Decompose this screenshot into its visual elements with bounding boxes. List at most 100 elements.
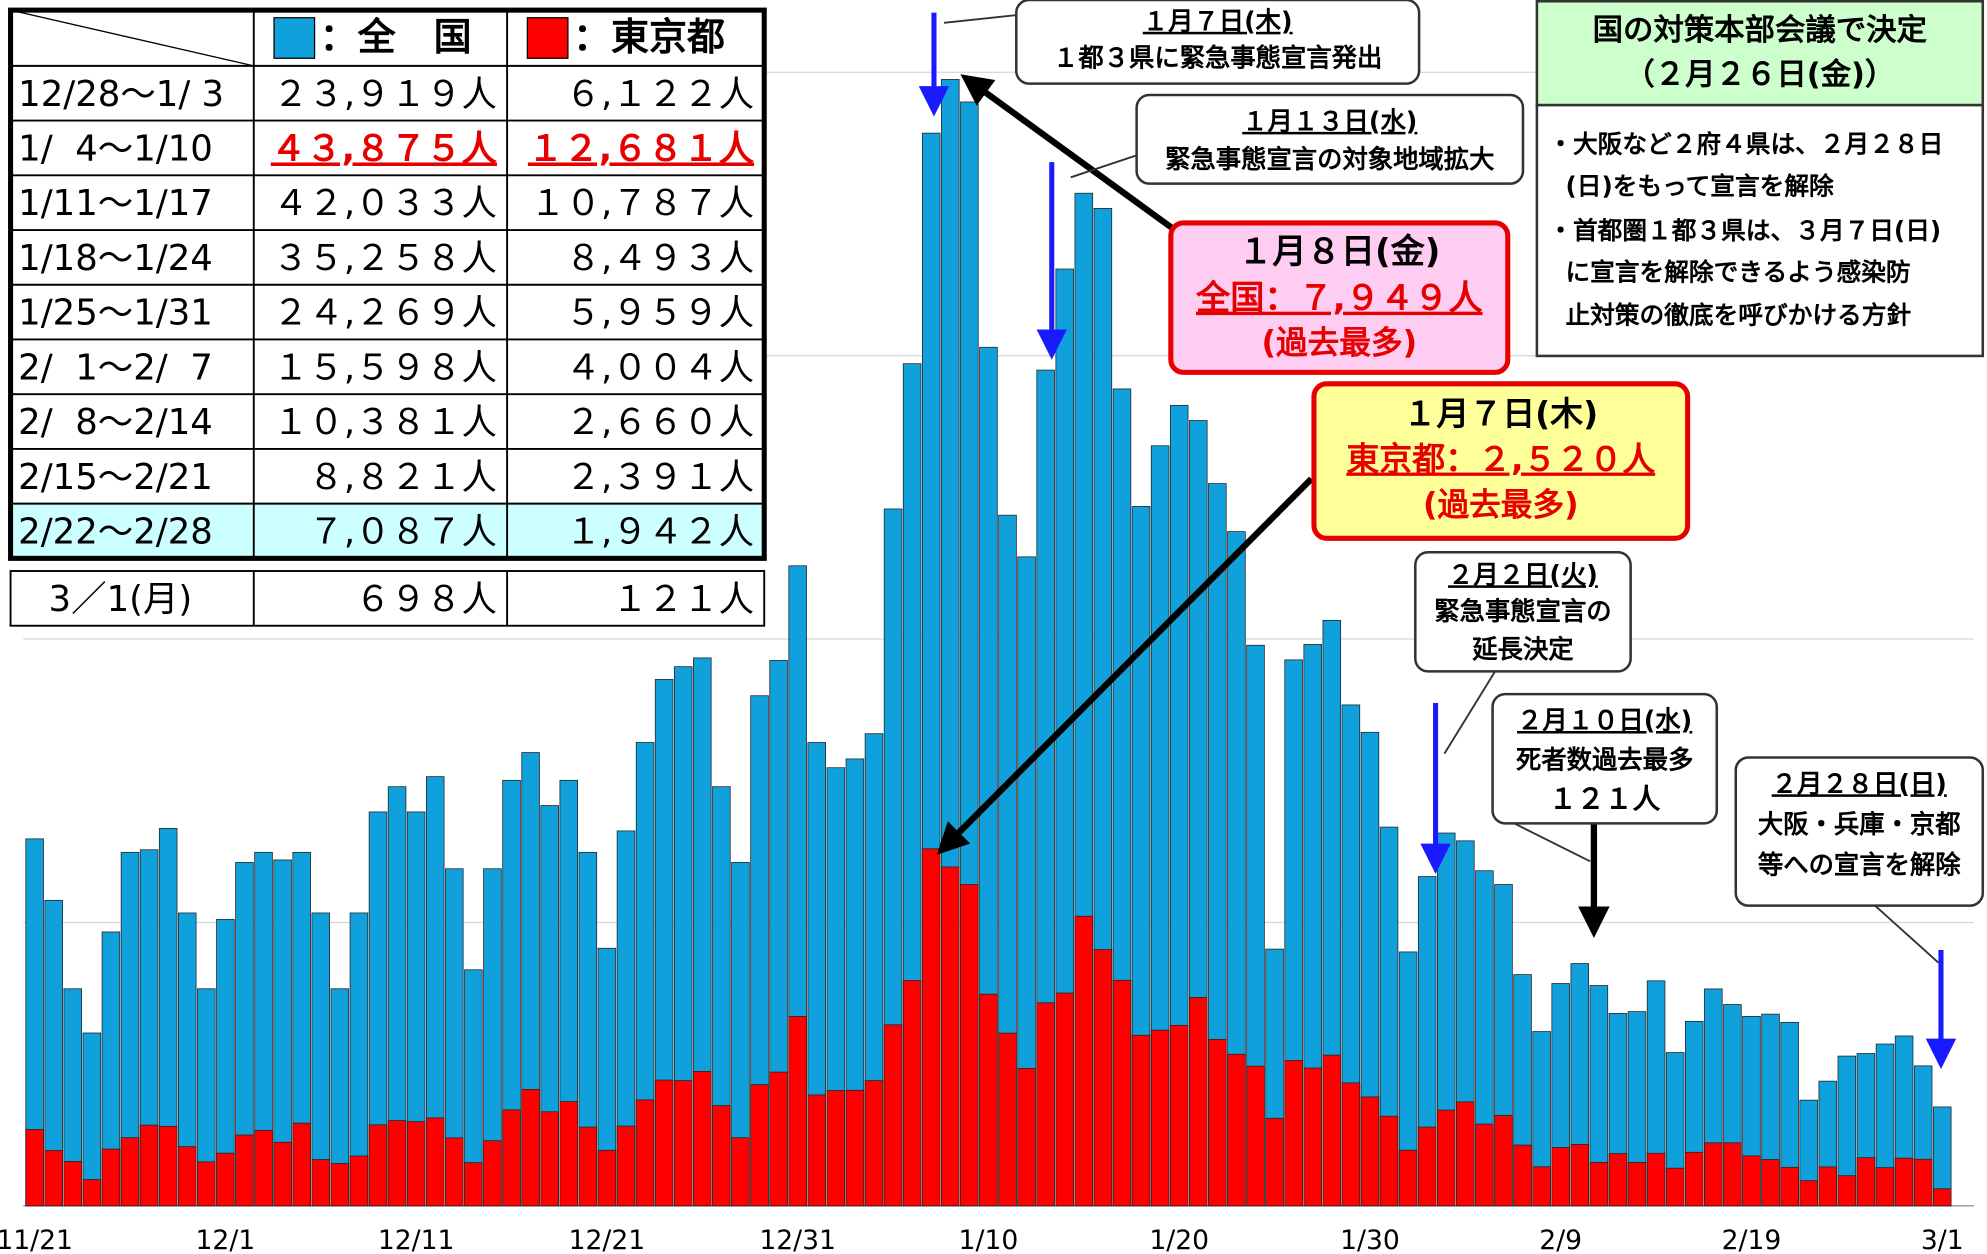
bar <box>941 866 960 1207</box>
bar <box>1017 1068 1036 1207</box>
bar <box>292 1122 311 1207</box>
bar <box>902 980 922 1207</box>
bar <box>82 1179 102 1207</box>
table-cell: 3／1(月) <box>49 579 193 620</box>
bar <box>1684 1151 1704 1207</box>
callout-box <box>1311 381 1691 541</box>
bar <box>25 1129 44 1207</box>
annotation-text: 緊急事態宣言の対象地域拡大 <box>1165 144 1495 174</box>
callout-box <box>1734 756 1985 907</box>
bar <box>1227 1053 1246 1207</box>
table-cell: １２,６８１人 <box>528 128 755 169</box>
table-cell: ８,８２１人 <box>308 457 497 498</box>
bar <box>445 1137 464 1207</box>
bar <box>464 1162 483 1207</box>
bar <box>1417 1126 1437 1207</box>
bar <box>387 1120 407 1207</box>
bar <box>1913 1158 1933 1207</box>
x-tick-label: 1/10 <box>959 1225 1019 1254</box>
table-cell: １２１人 <box>612 579 754 620</box>
bar <box>1799 1180 1818 1207</box>
annotation-text: １都３県に緊急事態宣言発出 <box>1053 43 1382 73</box>
annotation-text: 等への宣言を解除 <box>1758 849 1961 879</box>
bar <box>1704 1142 1723 1207</box>
decision-title: （２月２６日(金)） <box>1624 57 1895 93</box>
bar <box>960 884 979 1207</box>
callout-box <box>1414 551 1632 673</box>
x-tick-label: 12/21 <box>569 1225 646 1254</box>
x-tick-label: 12/1 <box>196 1225 256 1254</box>
annotation-text: ２月２８日(日) <box>1772 768 1947 798</box>
bar <box>616 1125 636 1207</box>
shaded-row <box>10 503 765 559</box>
annotation-text: ２月１０日(水) <box>1517 705 1692 735</box>
x-tick-label: 1/20 <box>1149 1225 1209 1254</box>
x-tick-label: 2/19 <box>1722 1225 1782 1254</box>
bar <box>1780 1166 1799 1207</box>
bar <box>1036 1002 1055 1207</box>
bar <box>1856 1157 1876 1207</box>
bar <box>1723 1142 1742 1207</box>
table-cell: ６,１２２人 <box>566 74 755 115</box>
bar <box>654 1079 674 1207</box>
bar <box>1894 1157 1914 1207</box>
annotation-text: １月１３日(水) <box>1242 106 1417 136</box>
annotation-text: １月８日(金) <box>1238 232 1440 272</box>
bar <box>826 1090 846 1207</box>
table-cell: ８,４９３人 <box>566 238 755 279</box>
table-cell: 2/15〜2/21 <box>18 457 213 498</box>
bar <box>998 1032 1017 1207</box>
bar <box>1875 1167 1895 1207</box>
x-tick-label: 12/11 <box>378 1225 455 1254</box>
bar <box>1665 1167 1685 1207</box>
bar <box>502 1109 521 1207</box>
bar <box>120 1137 140 1207</box>
bar <box>693 1071 712 1207</box>
table-cell: １０,７８７人 <box>530 183 754 224</box>
table-border <box>8 7 767 561</box>
decision-line: ・首都圏１都３県は、３月７日(日) <box>1548 216 1941 245</box>
table-cell: 1/11〜1/17 <box>18 183 213 224</box>
bar <box>864 1080 884 1207</box>
table-cell: ７,０８７人 <box>308 512 497 553</box>
table-cell: ６９８人 <box>355 579 497 620</box>
bar <box>139 1124 159 1207</box>
callout-box <box>1135 93 1525 185</box>
bar <box>483 1140 502 1207</box>
bar <box>330 1163 350 1207</box>
annotation-text: １２１人 <box>1549 783 1661 816</box>
bar <box>1055 992 1074 1207</box>
bar <box>273 1141 292 1207</box>
bar <box>1360 1096 1380 1207</box>
bar <box>673 1080 693 1207</box>
decision-line: (日)をもって宣言を解除 <box>1548 171 1834 200</box>
table-cell: １,９４２人 <box>566 512 755 553</box>
table-cell: ４３,８７５人 <box>271 128 498 169</box>
legend-swatch <box>526 17 569 59</box>
decision-line: ・大阪など２府４県は、２月２８日 <box>1548 130 1943 159</box>
table-cell: ４２,０３３人 <box>273 183 497 224</box>
bar <box>1932 1188 1952 1207</box>
bar <box>597 1149 617 1207</box>
bar <box>1093 949 1113 1207</box>
table-cell: 2/ 1〜2/ 7 <box>18 347 213 388</box>
annotation-text: (過去最多) <box>1262 326 1418 362</box>
bar <box>216 1152 235 1207</box>
annotation-text: 死者数過去最多 <box>1516 744 1693 774</box>
callout-tail <box>1513 822 1591 863</box>
decision-body <box>1535 103 1985 358</box>
table-cell: ２３,９１９人 <box>273 74 497 115</box>
bar <box>1150 1029 1170 1207</box>
table-cell: ４,００４人 <box>566 347 755 388</box>
bar <box>845 1089 865 1207</box>
bar <box>1456 1101 1475 1207</box>
bar <box>1398 1149 1418 1207</box>
table-cell: ２４,２６９人 <box>273 293 497 334</box>
bar <box>769 1071 788 1207</box>
bar <box>1437 1109 1456 1207</box>
callout-tail <box>1443 670 1496 755</box>
table-cell: 1/18〜1/24 <box>18 238 213 279</box>
table-cell: 12/28〜1/ 3 <box>18 74 224 115</box>
x-tick-label: 1/30 <box>1340 1225 1400 1254</box>
annotation-text: 大阪・兵庫・京都 <box>1758 809 1961 839</box>
